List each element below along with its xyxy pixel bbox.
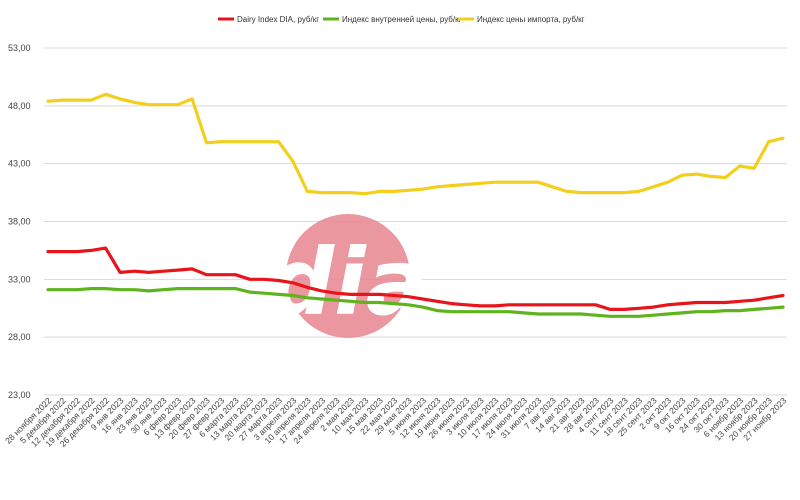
legend-label: Индекс внутренней цены, руб/кг: [342, 15, 462, 24]
watermark-circle: [286, 214, 410, 338]
series-line-3: [46, 92, 785, 196]
series-line-2: [46, 287, 785, 318]
dia-watermark: dia: [268, 214, 428, 338]
legend-label: Индекс цены импорта, руб/кг: [477, 15, 585, 24]
y-tick-label: 23,00: [8, 390, 31, 400]
y-tick-label: 33,00: [8, 274, 31, 284]
y-tick-label: 43,00: [8, 159, 31, 169]
legend: Dairy Index DIA, руб/кг Индекс внутренней…: [218, 15, 585, 24]
y-tick-label: 48,00: [8, 101, 31, 111]
y-tick-label: 28,00: [8, 332, 31, 342]
grid-lines: [44, 47, 787, 396]
legend-label: Dairy Index DIA, руб/кг: [237, 15, 319, 24]
series-lines: [46, 92, 785, 318]
y-tick-label: 38,00: [8, 217, 31, 227]
y-axis: 53,00 48,00 43,00 38,00 33,00 28,00 23,00: [8, 43, 31, 400]
series-line-1: [46, 246, 785, 311]
y-tick-label: 53,00: [8, 43, 31, 53]
